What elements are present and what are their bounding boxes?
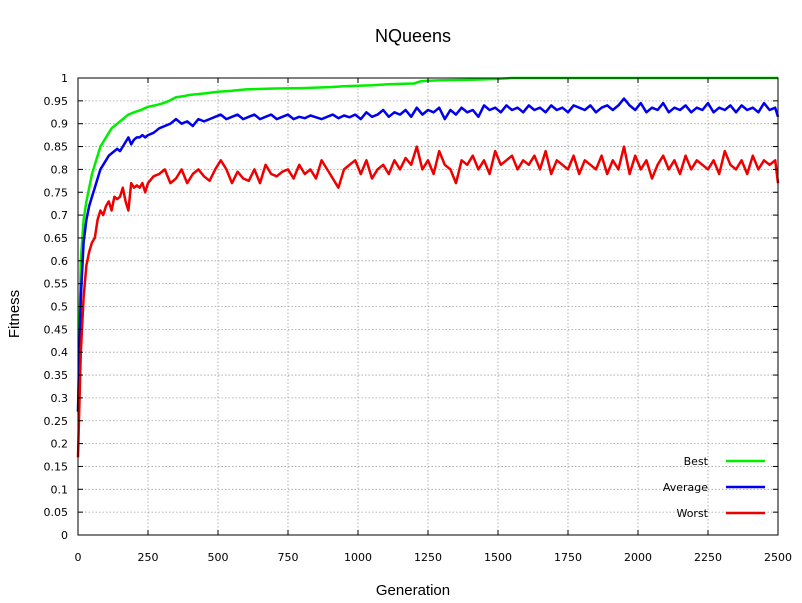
legend-label-average: Average <box>663 481 708 494</box>
y-axis-label: Fitness <box>6 290 23 338</box>
x-axis-label: Generation <box>376 582 450 599</box>
y-tick-label: 0.45 <box>44 323 69 336</box>
x-tick-label: 2250 <box>694 551 722 564</box>
y-tick-label: 0.6 <box>51 255 69 268</box>
x-tick-label: 1500 <box>484 551 512 564</box>
x-tick-label: 0 <box>75 551 82 564</box>
y-tick-label: 0.15 <box>44 460 69 473</box>
y-tick-label: 0.2 <box>51 438 69 451</box>
legend-label-worst: Worst <box>676 507 708 520</box>
legend: Best Average Worst <box>663 455 765 520</box>
y-tick-label: 0.3 <box>51 392 69 405</box>
x-tick-label: 1000 <box>344 551 372 564</box>
grid <box>78 78 778 535</box>
y-tick-label: 0.65 <box>44 232 69 245</box>
y-tick-label: 0.9 <box>51 118 69 131</box>
series-line-worst <box>76 145 780 458</box>
y-tick-label: 0.8 <box>51 163 69 176</box>
y-tick-label: 0.1 <box>51 483 69 496</box>
legend-label-best: Best <box>684 455 709 468</box>
y-tick-label: 0.4 <box>51 346 69 359</box>
x-tick-label: 1750 <box>554 551 582 564</box>
y-tick-label: 0.7 <box>51 209 69 222</box>
y-tick-label: 0.5 <box>51 301 69 314</box>
x-tick-label: 2500 <box>764 551 792 564</box>
y-tick-label: 0.85 <box>44 141 69 154</box>
y-tick-label: 0.05 <box>44 506 69 519</box>
y-tick-label: 0.95 <box>44 95 69 108</box>
series-line-average <box>76 97 780 412</box>
y-tick-label: 1 <box>61 72 68 85</box>
chart-title: NQueens <box>375 26 451 46</box>
x-tick-label: 2000 <box>624 551 652 564</box>
x-tick-label: 1250 <box>414 551 442 564</box>
y-tick-label: 0.75 <box>44 186 69 199</box>
y-tick-label: 0.55 <box>44 278 69 291</box>
x-tick-label: 750 <box>278 551 299 564</box>
y-tick-label: 0.35 <box>44 369 69 382</box>
x-tick-label: 500 <box>208 551 229 564</box>
x-tick-label: 250 <box>138 551 159 564</box>
y-tick-label: 0.25 <box>44 415 69 428</box>
axis-ticks: 0 0.05 0.1 0.15 0.2 0.25 0.3 0.35 0.4 0.45 0.5 0.55… <box>44 72 793 564</box>
y-tick-label: 0 <box>61 529 68 542</box>
